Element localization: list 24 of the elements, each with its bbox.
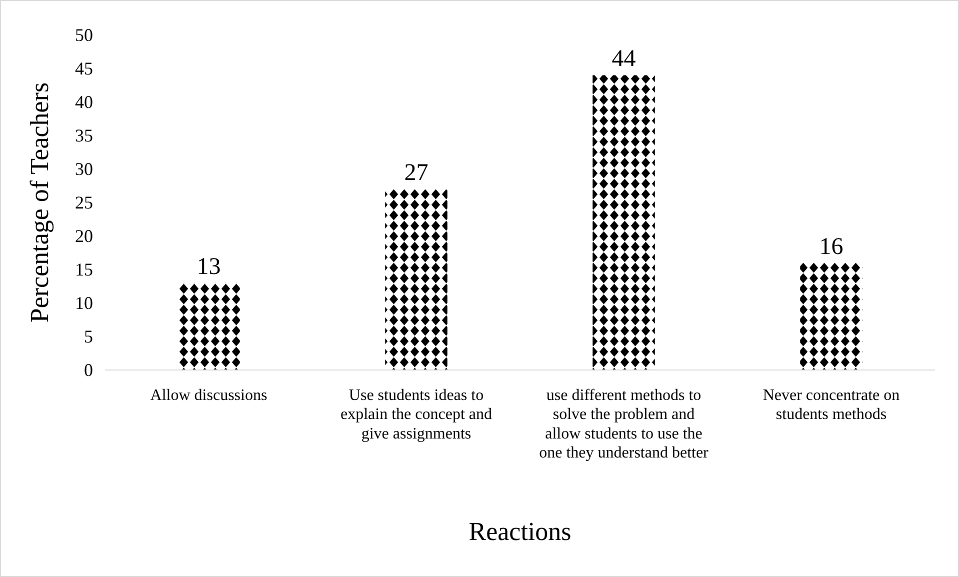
y-tick-label: 40 bbox=[75, 92, 93, 112]
y-tick-label: 15 bbox=[75, 259, 93, 280]
bar bbox=[385, 189, 448, 370]
data-label: 13 bbox=[196, 254, 221, 280]
y-tick-label: 0 bbox=[84, 360, 93, 380]
x-axis-title: Reactions bbox=[468, 517, 572, 546]
y-tick-label: 25 bbox=[75, 192, 93, 212]
data-label: 16 bbox=[819, 234, 844, 260]
data-label: 27 bbox=[404, 160, 428, 186]
bar bbox=[592, 75, 655, 370]
y-tick-label: 20 bbox=[75, 226, 93, 246]
x-tick-label: use different methods to solve the problem and allow students to use the one they understand better bbox=[539, 387, 710, 462]
x-tick-label: Never concentrate on students methods bbox=[762, 387, 900, 424]
y-axis-title: Percentage of Teachers bbox=[25, 82, 54, 323]
y-tick-label: 35 bbox=[75, 125, 93, 146]
x-tick-label: Allow discussions bbox=[150, 387, 268, 404]
x-tick-label: Use students ideas to explain the concept and give assignments bbox=[340, 387, 492, 442]
bar bbox=[800, 262, 862, 370]
y-tick-label: 50 bbox=[75, 24, 93, 45]
y-tick-label: 45 bbox=[75, 58, 93, 78]
y-tick-label: 5 bbox=[84, 326, 93, 346]
y-tick-label: 30 bbox=[75, 158, 93, 179]
y-tick-label: 10 bbox=[75, 292, 93, 313]
data-label: 44 bbox=[612, 46, 636, 72]
